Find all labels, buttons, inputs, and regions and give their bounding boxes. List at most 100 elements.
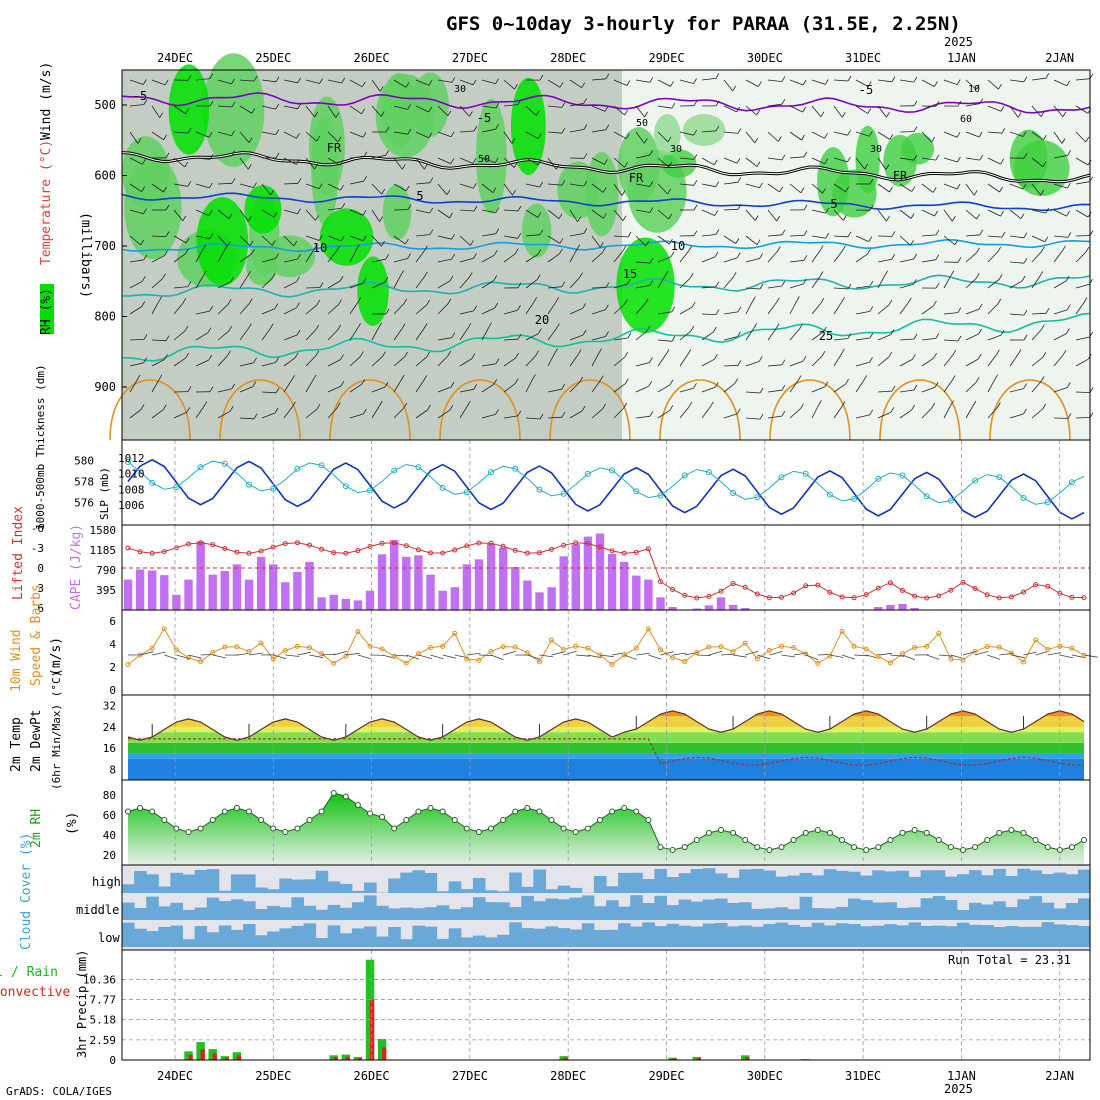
wind-barb-flag [472,79,477,86]
wind-tick-6: 6 [109,615,116,628]
wind-barb [613,337,628,341]
wind-barb [657,183,668,195]
wind-barb-flag [1022,131,1027,137]
wind-barb-flag [688,245,693,252]
rh-point [972,844,979,851]
wind-barb [679,79,694,84]
wind-barb [1053,387,1068,393]
surface-wind-barb [248,652,263,656]
wind-barb-flag [605,73,610,80]
wind-barb-flag [624,351,629,358]
lifted-index-point [1069,594,1075,600]
wind-speed-point [161,626,167,632]
cloud-bar [739,902,752,920]
wind-barb-flag [296,159,300,165]
wind-barb [129,379,138,393]
wind-barb-flag [517,305,521,311]
wind-barb-flag [209,100,214,107]
wind-barb [437,303,449,315]
wind-barb [415,105,429,113]
wind-barb [129,409,142,419]
thickness-point [972,477,979,484]
surface-wind-barb [575,654,590,657]
cloud-bar [557,885,571,893]
wind-barb-flag [776,215,781,222]
wind-barb [459,358,473,367]
wind-barb [679,250,690,263]
wind-barb [393,131,408,135]
li-tick--3: -3 [31,542,44,555]
wind-barb [195,235,210,240]
cloud-bar [714,898,728,920]
wind-barb-flag [362,277,367,284]
thickness-point [851,495,858,502]
wind-barb-flag [715,281,720,287]
wind-barb [591,183,604,193]
rh-point [330,790,337,796]
precip-total-bar [377,1039,387,1060]
wind-barb [261,183,272,196]
wind-barb-flag [400,270,404,276]
wind-barb [789,283,804,289]
wind-barb-flag [715,125,720,132]
wind-speed-point [137,652,143,658]
date-bottom-27DEC: 27DEC [452,1069,488,1083]
wind-label-a: 10m Wind [9,629,24,692]
wind-barb-flag [1045,207,1050,214]
cape-bar [281,582,290,610]
wind-barb [503,383,516,393]
wind-barb [833,287,849,290]
wind-speed-point [936,630,942,636]
wind-speed-point [996,644,1002,650]
wind-barb-flag [737,204,742,210]
cloud-bar [364,882,377,893]
cloud-bar [896,908,909,920]
wind-barb [459,235,471,246]
cape-bar [353,600,363,610]
date-top-27DEC: 27DEC [452,51,488,65]
wind-barb [745,157,758,167]
wind-barb [569,334,584,341]
cloud-bar [654,868,667,893]
wind-barb [679,330,692,341]
cloud-bar [872,870,885,893]
wind-barb [767,103,782,107]
cloud-bar [279,878,292,893]
surface-wind-barb [769,651,783,656]
precip-convective-bar [345,1056,350,1060]
wind-barb-flag [1017,349,1022,355]
wind-barb-flag [1083,297,1088,303]
wind-barb [943,380,953,393]
wind-barb-flag [667,136,672,143]
cloud-bar [920,926,934,947]
wind-barb [855,131,870,137]
wind-barb-flag [1045,72,1050,79]
wind-barb [283,209,298,215]
wind-barb-flag [185,108,189,115]
wind-barb-flag [231,383,236,390]
temp-label-a: 2m Temp [9,717,24,772]
wind-barb [1075,181,1090,185]
cloud-bar [436,938,450,947]
wind-speed-point [900,651,905,657]
cloud-bar [533,928,546,947]
wind-barb [393,356,405,367]
cloud-bar [848,898,861,920]
rh-cell [661,149,697,178]
wind-barb-flag [737,128,742,134]
cloud-bar [448,881,462,893]
cloud-bar [630,895,643,920]
wind-barb-flag [819,245,824,251]
date-top-31DEC: 31DEC [845,51,881,65]
wind-barb-flag [931,136,936,143]
wind-barb [129,339,145,341]
wind-barb [745,417,761,420]
cape-tick-395: 395 [96,584,116,597]
wind-barb [261,131,276,135]
wind-barb-flag [535,350,539,357]
wind-barb-flag [583,228,588,234]
wind-speed-point [331,660,337,666]
wind-barb [195,249,204,263]
lifted-index-point [972,586,978,591]
wind-barb-flag [362,235,367,242]
